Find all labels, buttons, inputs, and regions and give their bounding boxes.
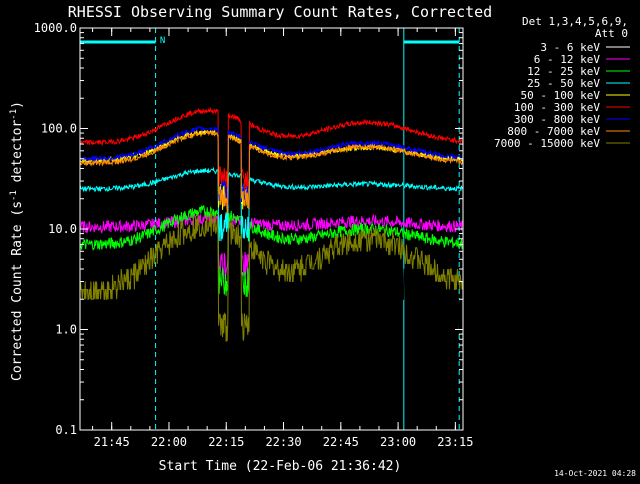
legend-label: 25 - 50 keV — [527, 77, 600, 90]
x-tick-label: 22:00 — [151, 435, 187, 449]
series-line — [79, 166, 464, 242]
plot-axes: 0.1 1.0 10.0 100.0 1000.0 21:45 22:00 22:15 22:3… — [34, 21, 474, 449]
x-tick-label: 22:15 — [208, 435, 244, 449]
y-tick-label: 1000.0 — [34, 21, 77, 35]
x-tick-label: 22:45 — [323, 435, 359, 449]
series-line — [80, 238, 463, 383]
legend-header-line-2: Att 0 — [595, 27, 628, 40]
legend-label: 12 - 25 keV — [527, 65, 600, 78]
series-line — [80, 212, 464, 342]
x-tick-label: 21:45 — [94, 435, 130, 449]
flag-label: N — [160, 36, 165, 46]
legend-label: 800 - 7000 keV — [507, 125, 600, 138]
y-axis-label-part: Corrected Count Rate (s — [10, 201, 25, 381]
x-tick-label: 23:00 — [380, 435, 416, 449]
series-line — [79, 125, 463, 208]
y-tick-label: 0.1 — [55, 423, 77, 437]
legend-label: 6 - 12 keV — [534, 53, 601, 66]
legend-label: 3 - 6 keV — [540, 41, 600, 54]
x-axis-label: Start Time (22-Feb-06 21:36:42) — [159, 459, 402, 474]
series-line — [79, 211, 463, 280]
y-axis-label-exponent: -1 — [9, 190, 19, 201]
y-axis-label-part: ) — [10, 101, 25, 109]
series-line — [79, 204, 463, 297]
legend-label: 300 - 800 keV — [514, 113, 600, 126]
x-tick-label: 22:30 — [265, 435, 301, 449]
x-tick-label: 23:15 — [437, 435, 473, 449]
legend-header-line-1: Det 1,3,4,5,6,9, — [522, 15, 628, 28]
y-tick-label: 1.0 — [55, 323, 77, 337]
series-line — [79, 130, 464, 214]
date-stamp: 14-Oct-2021 04:28 — [554, 469, 636, 478]
legend-label: 50 - 100 keV — [521, 89, 601, 102]
series-layer — [79, 106, 464, 383]
series-line — [79, 106, 464, 196]
chart-title: RHESSI Observing Summary Count Rates, Co… — [68, 3, 492, 21]
y-tick-label: 10.0 — [48, 222, 77, 236]
y-axis-label: Corrected Count Rate (s-1 detector-1) — [9, 101, 25, 381]
y-axis-label-part: detector — [10, 120, 25, 191]
legend-label: 100 - 300 keV — [514, 101, 600, 114]
y-axis-label-exponent: -1 — [9, 109, 19, 120]
y-tick-label: 100.0 — [41, 122, 77, 136]
legend-label: 7000 - 15000 keV — [494, 137, 600, 150]
